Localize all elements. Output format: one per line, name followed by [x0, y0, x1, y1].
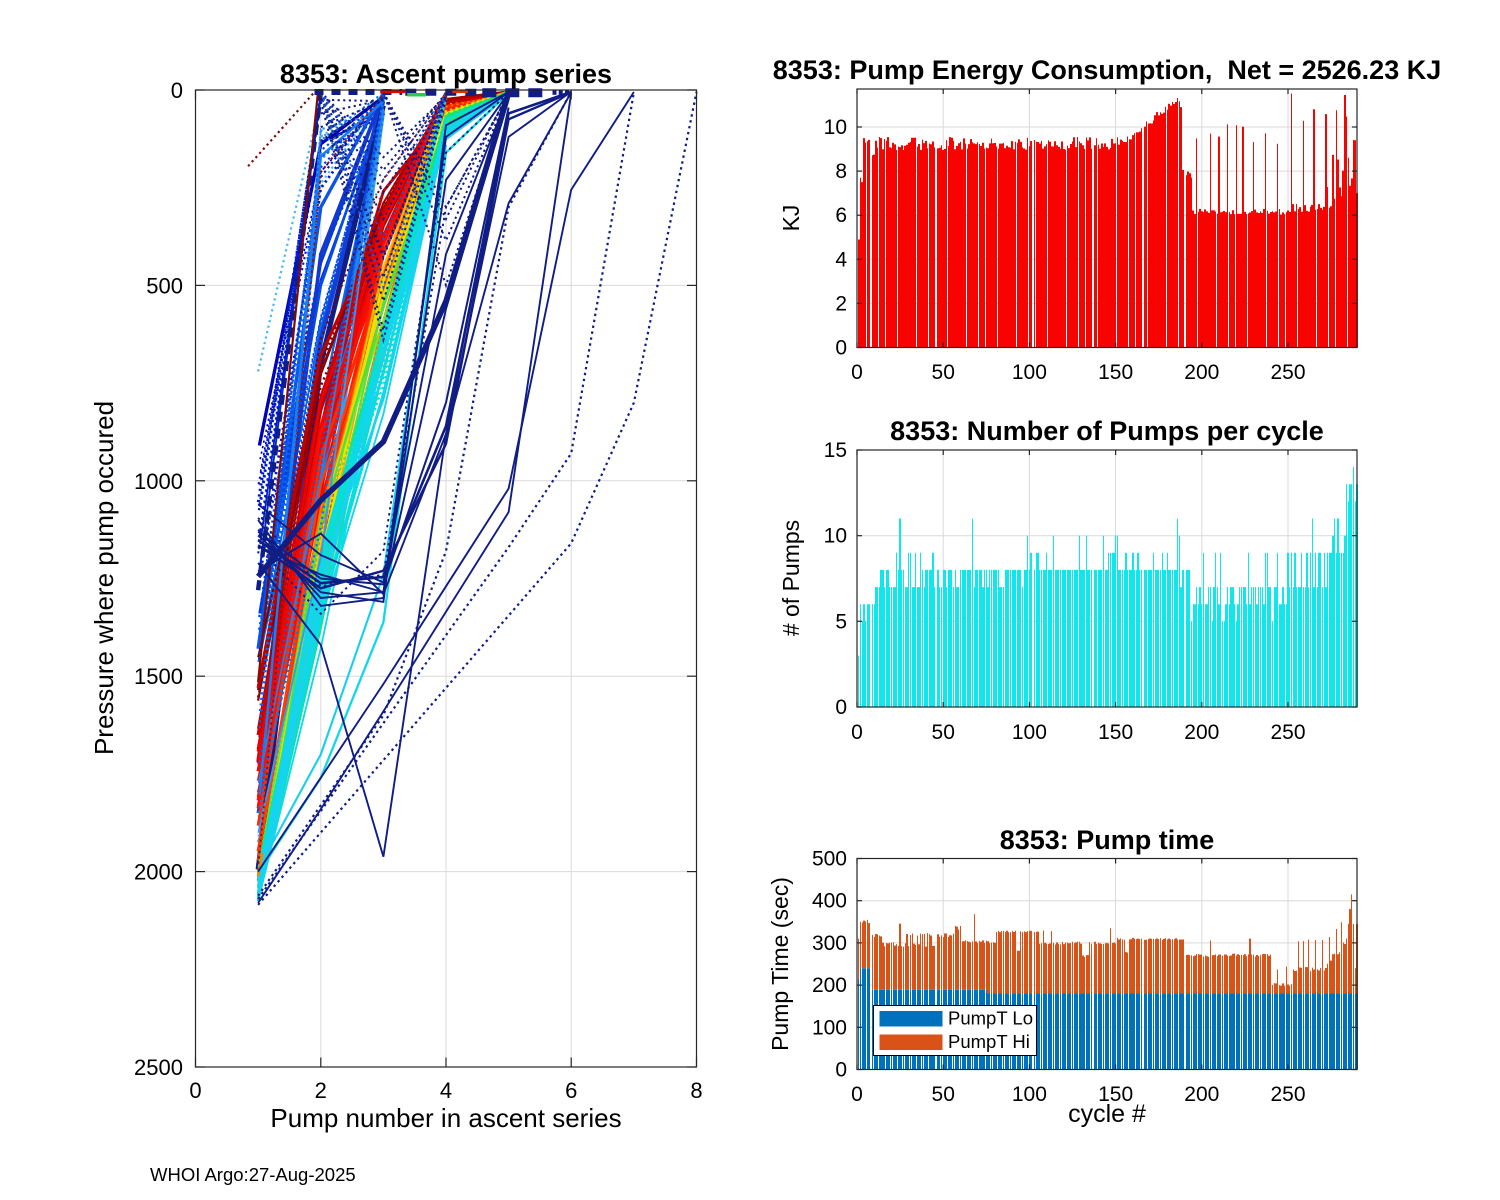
- svg-text:8353: Pump Energy Consumption,: 8353: Pump Energy Consumption, Net = 252…: [773, 55, 1441, 85]
- svg-text:250: 250: [1271, 1083, 1306, 1106]
- svg-text:50: 50: [932, 361, 955, 384]
- svg-text:0: 0: [835, 337, 847, 360]
- svg-text:150: 150: [1098, 721, 1133, 744]
- svg-text:0: 0: [851, 1083, 863, 1106]
- svg-text:100: 100: [1012, 721, 1047, 744]
- svg-text:50: 50: [932, 721, 955, 744]
- svg-text:8: 8: [835, 160, 847, 183]
- svg-text:150: 150: [1098, 361, 1133, 384]
- svg-text:5: 5: [835, 610, 847, 633]
- svg-text:WHOI Argo:27-Aug-2025: WHOI Argo:27-Aug-2025: [150, 1164, 356, 1185]
- svg-text:Pump Time (sec): Pump Time (sec): [767, 877, 793, 1051]
- svg-text:100: 100: [812, 1016, 847, 1039]
- svg-text:PumpT Lo: PumpT Lo: [948, 1008, 1033, 1029]
- svg-text:15: 15: [824, 439, 847, 462]
- svg-text:2: 2: [315, 1078, 327, 1103]
- svg-text:cycle #: cycle #: [1068, 1100, 1146, 1128]
- svg-text:2500: 2500: [134, 1055, 183, 1080]
- svg-text:100: 100: [1012, 361, 1047, 384]
- svg-text:0: 0: [851, 361, 863, 384]
- svg-text:PumpT Hi: PumpT Hi: [948, 1031, 1030, 1052]
- svg-text:250: 250: [1271, 361, 1306, 384]
- svg-text:50: 50: [932, 1083, 955, 1106]
- svg-text:200: 200: [812, 974, 847, 997]
- svg-text:1000: 1000: [134, 469, 183, 494]
- svg-text:300: 300: [812, 932, 847, 955]
- svg-text:8353: Ascent pump series: 8353: Ascent pump series: [280, 59, 612, 89]
- svg-text:4: 4: [835, 248, 847, 271]
- svg-text:500: 500: [146, 273, 183, 298]
- svg-text:250: 250: [1271, 721, 1306, 744]
- svg-text:Pump number in ascent series: Pump number in ascent series: [270, 1103, 621, 1133]
- svg-text:8: 8: [690, 1078, 702, 1103]
- svg-text:Pressure where pump occured: Pressure where pump occured: [89, 401, 119, 755]
- svg-text:8353: Pump time: 8353: Pump time: [1000, 825, 1215, 855]
- svg-text:6: 6: [565, 1078, 577, 1103]
- svg-text:10: 10: [824, 116, 847, 139]
- svg-text:0: 0: [851, 721, 863, 744]
- svg-text:2000: 2000: [134, 860, 183, 885]
- svg-text:KJ: KJ: [778, 205, 804, 232]
- svg-text:0: 0: [835, 1059, 847, 1082]
- svg-text:200: 200: [1184, 361, 1219, 384]
- svg-text:0: 0: [835, 696, 847, 719]
- svg-text:8353: Number of Pumps per cycl: 8353: Number of Pumps per cycle: [890, 416, 1324, 446]
- svg-text:2: 2: [835, 292, 847, 315]
- svg-text:150: 150: [1098, 1083, 1133, 1106]
- svg-text:500: 500: [812, 848, 847, 871]
- svg-text:200: 200: [1184, 1083, 1219, 1106]
- svg-text:0: 0: [171, 78, 183, 103]
- svg-text:0: 0: [189, 1078, 201, 1103]
- svg-text:400: 400: [812, 890, 847, 913]
- svg-text:10: 10: [824, 525, 847, 548]
- svg-text:6: 6: [835, 204, 847, 227]
- svg-text:200: 200: [1184, 721, 1219, 744]
- svg-text:4: 4: [440, 1078, 452, 1103]
- svg-text:1500: 1500: [134, 664, 183, 689]
- svg-text:# of Pumps: # of Pumps: [778, 520, 804, 636]
- svg-text:100: 100: [1012, 1083, 1047, 1106]
